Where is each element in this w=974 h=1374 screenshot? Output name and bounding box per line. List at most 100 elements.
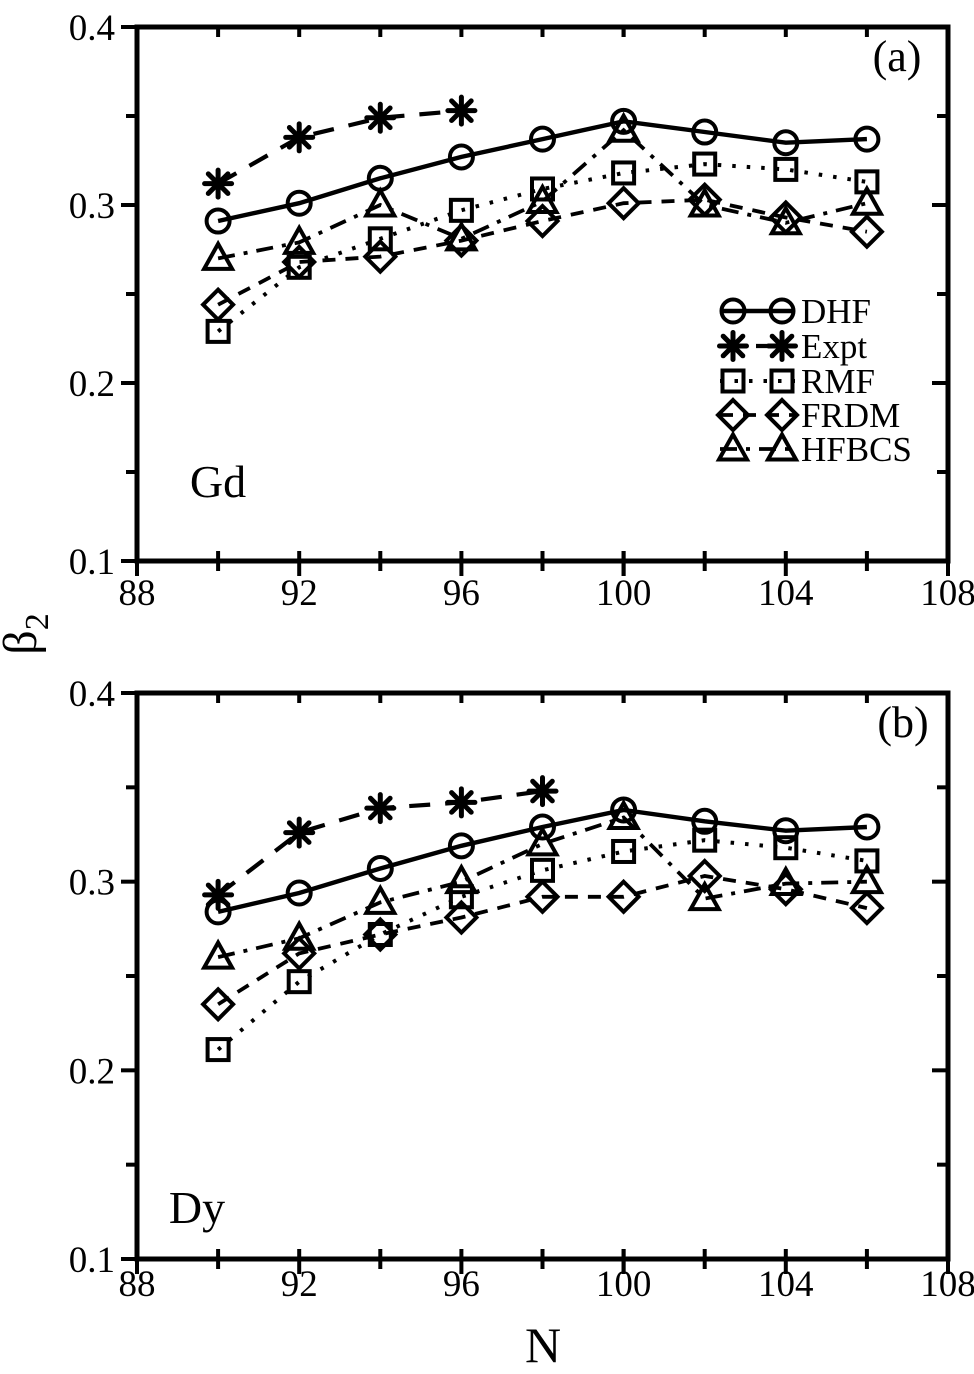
triangle-marker [525,825,560,857]
square-marker [854,848,880,874]
triangle-marker [768,864,804,897]
circle-marker [768,297,796,325]
triangle-marker [849,184,885,216]
x-tick-label: 88 [119,1264,156,1305]
series-RMF-line [216,838,868,1052]
diamond-marker [281,244,318,280]
triangle-marker [281,919,317,951]
square-marker [448,197,474,223]
x-tick-label: 100 [596,573,652,614]
circle-marker [853,813,881,841]
square-marker [769,368,795,394]
series-HFBCS [200,798,885,970]
circle-marker [772,817,800,845]
square-marker [367,921,393,947]
x-tick-label: 92 [281,1264,318,1305]
asterisk-marker [286,125,312,150]
triangle-marker [200,239,236,271]
x-tick-label: 100 [596,1264,652,1305]
triangle-marker [200,938,236,970]
triangle-marker [764,430,800,462]
y-tick-label: 0.2 [69,1051,115,1092]
circle-marker [204,207,232,235]
x-tick-label: 96 [443,573,480,614]
diamond-marker [362,916,399,953]
triangle-marker [362,883,398,915]
x-tick-label: 88 [119,573,156,614]
y-tick-label: 0.2 [69,364,115,405]
asterisk-marker [449,98,474,123]
circle-marker [447,143,475,171]
series-DHF [204,796,881,926]
square-marker [611,838,637,864]
diamond-marker [443,899,480,936]
legend-label: DHF [801,292,871,331]
y-tick-label: 0.3 [69,186,115,227]
y-tick-label: 0.3 [69,863,115,904]
circle-marker [285,189,313,217]
asterisk-marker [368,795,393,821]
circle-marker [772,129,800,157]
series-RMF [205,151,880,344]
x-tick-label: 92 [281,573,318,614]
x-tick-label: 104 [758,1264,814,1305]
diamond-marker [524,878,561,915]
square-marker [367,226,393,252]
y-tick-label: 0.1 [69,542,115,583]
circle-marker [719,297,747,325]
y-tick-label: 0.4 [69,674,115,715]
triangle-marker [362,186,398,218]
asterisk-marker [368,105,393,131]
legend-label: FRDM [801,396,900,435]
y-tick-label: 0.4 [69,8,115,49]
triangle-marker [687,880,723,912]
y-axis-label: β2 [0,613,56,654]
circle-marker [447,832,475,860]
circle-marker [366,164,394,192]
legend-label: HFBCS [801,430,912,469]
diamond-marker [524,203,561,239]
panel-label: (a) [873,32,922,81]
legend-label: RMF [801,362,875,401]
circle-marker [610,796,638,824]
square-marker [448,884,474,910]
square-marker [530,176,555,202]
square-marker [692,151,718,177]
diamond-marker [764,397,800,433]
circle-marker [366,854,394,882]
diamond-marker [849,213,885,250]
legend-label: Expt [801,327,867,366]
x-tick-label: 104 [758,573,814,614]
square-marker [530,857,555,883]
diamond-marker [200,986,236,1023]
series-DHF [204,107,881,235]
asterisk-marker [530,778,555,804]
series-FRDM-line [217,874,868,1006]
diamond-marker [715,397,751,433]
y-tick-label: 0.1 [69,1240,115,1281]
circle-marker [529,125,556,153]
series-Expt [202,94,478,200]
asterisk-marker [205,171,231,196]
series-Expt [202,775,559,911]
asterisk-marker [286,820,312,845]
element-label: Dy [169,1182,225,1233]
triangle-marker [768,204,804,236]
circle-marker [691,807,719,835]
x-tick-label: 108 [920,573,974,614]
diamond-marker [605,878,642,915]
diamond-marker [686,858,723,894]
series-HFBCS-line [217,815,867,959]
triangle-marker [687,186,723,218]
square-marker [205,1037,231,1063]
circle-marker [285,879,313,907]
series-Expt-line [217,108,462,186]
asterisk-marker [449,790,474,815]
triangle-marker [525,182,560,214]
triangle-marker [443,863,479,895]
asterisk-marker [720,333,746,359]
diamond-marker [362,238,399,275]
panel-b: 88 92 96 100 104 108 0.1 0.2 0.3 0.4 (b) Dy [69,674,974,1305]
